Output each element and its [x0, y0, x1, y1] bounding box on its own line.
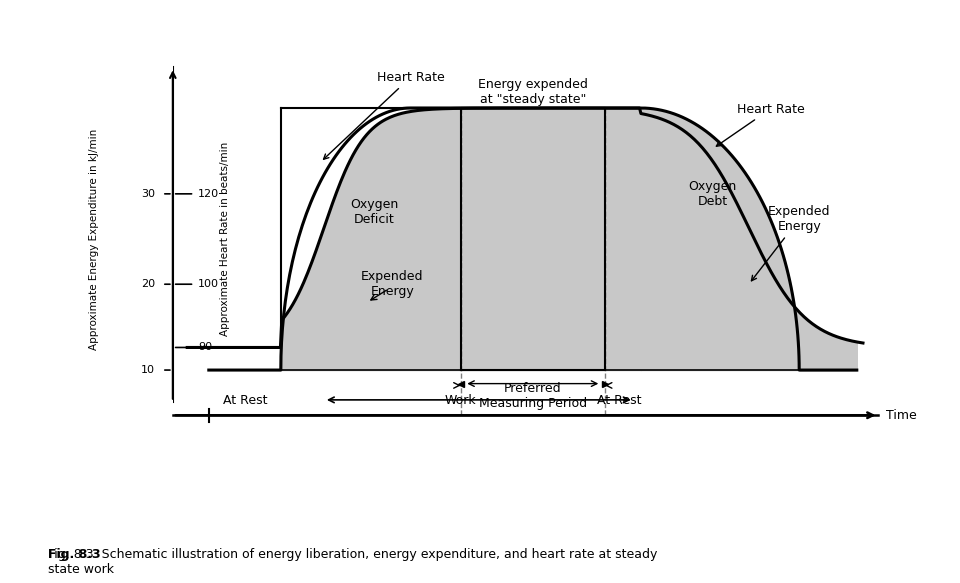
Text: Oxygen
Debt: Oxygen Debt	[688, 180, 737, 208]
Text: Oxygen
Deficit: Oxygen Deficit	[350, 198, 398, 226]
Text: 30: 30	[141, 189, 155, 199]
Text: Fig. 8.3: Fig. 8.3	[48, 548, 101, 561]
Text: Preferred
Measuring Period: Preferred Measuring Period	[479, 382, 587, 410]
Text: Approximate Heart Rate in beats/min: Approximate Heart Rate in beats/min	[220, 142, 229, 336]
Text: 100: 100	[198, 279, 219, 289]
Text: At Rest: At Rest	[597, 395, 641, 408]
Text: Heart Rate: Heart Rate	[716, 103, 804, 146]
Text: Expended
Energy: Expended Energy	[361, 270, 423, 298]
Text: Approximate Energy Expenditure in kJ/min: Approximate Energy Expenditure in kJ/min	[88, 128, 99, 350]
Text: Work: Work	[445, 395, 476, 408]
Text: Energy expended
at "steady state": Energy expended at "steady state"	[478, 78, 588, 106]
Text: Expended
Energy: Expended Energy	[752, 205, 830, 281]
Text: At Rest: At Rest	[223, 395, 267, 408]
Text: Time: Time	[878, 409, 917, 422]
Text: Fig. 8.3  Schematic illustration of energy liberation, energy expenditure, and h: Fig. 8.3 Schematic illustration of energ…	[48, 548, 658, 576]
Text: 90: 90	[198, 342, 212, 353]
Text: 20: 20	[141, 279, 155, 289]
Text: 10: 10	[141, 365, 155, 375]
Text: 120: 120	[198, 189, 219, 199]
Text: Heart Rate: Heart Rate	[324, 71, 444, 159]
